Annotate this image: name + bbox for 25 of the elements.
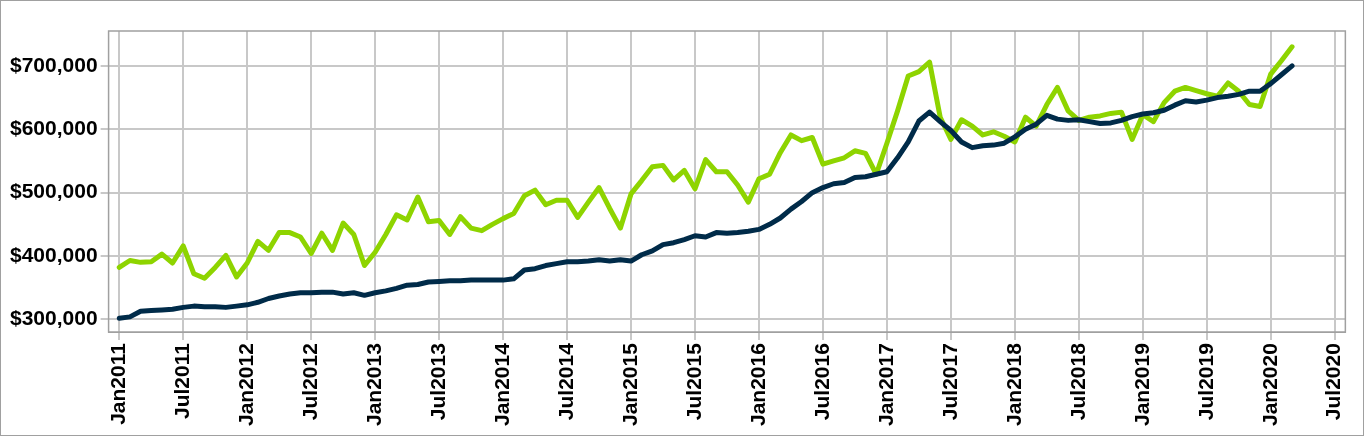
x-tick-label: Jul2016 [809, 343, 833, 421]
x-tick-label: Jul2018 [1065, 342, 1089, 421]
x-tick-label: Jul2015 [681, 342, 705, 421]
y-tick-label: $700,000 [10, 52, 98, 76]
x-tick-label: Jan2017 [873, 343, 897, 426]
x-tick-label: Jul2013 [425, 343, 449, 421]
x-tick-label: Jan2016 [745, 343, 769, 426]
x-tick-label: Jan2020 [1257, 343, 1281, 426]
x-tick-label: Jan2019 [1129, 343, 1153, 426]
x-tick-label: Jan2013 [361, 343, 385, 426]
x-tick-label: Jul2012 [297, 343, 321, 421]
x-tick-label: Jan2018 [1001, 342, 1025, 426]
y-tick-label: $300,000 [10, 306, 98, 330]
x-tick-label: Jul2020 [1321, 343, 1345, 421]
y-tick-label: $600,000 [10, 116, 98, 140]
x-tick-label: Jul2017 [937, 343, 961, 421]
x-tick-label: Jul2011 [170, 342, 194, 419]
y-tick-label: $500,000 [10, 179, 98, 203]
x-tick-label: Jul2014 [553, 342, 577, 421]
x-tick-label: Jan2012 [233, 343, 257, 426]
x-tick-label: Jan2011 [106, 342, 130, 425]
y-tick-label: $400,000 [10, 242, 98, 266]
x-tick-label: Jul2019 [1193, 343, 1217, 421]
x-tick-label: Jan2014 [489, 342, 513, 426]
x-tick-label: Jan2015 [617, 342, 641, 426]
